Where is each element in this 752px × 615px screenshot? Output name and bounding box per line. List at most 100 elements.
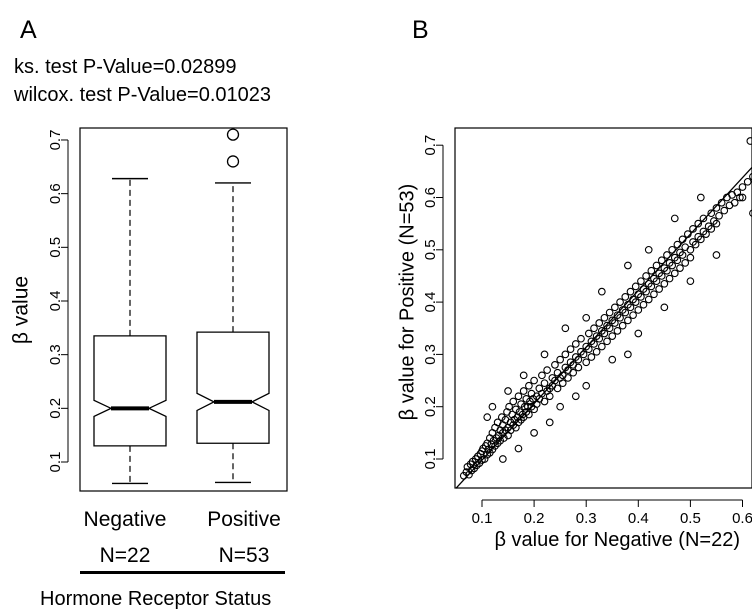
x-tick-label: 0.5 [680, 510, 701, 527]
scatter-point [603, 337, 611, 346]
scatter-point [545, 418, 554, 427]
scatter-point [595, 319, 604, 327]
scatter-point [702, 230, 710, 238]
scatter-point [491, 442, 499, 450]
scatter-point [530, 429, 538, 437]
scatter-point [650, 274, 658, 283]
scatter-point [590, 340, 598, 348]
scatter-point [545, 384, 554, 393]
scatter-point [624, 300, 632, 309]
outlier-point [226, 155, 240, 168]
scatter-point [603, 321, 611, 330]
y-tick-label: 0.7 [422, 135, 439, 156]
scatter-point [644, 295, 653, 304]
scatter-point [717, 198, 726, 207]
scatter-point [704, 222, 713, 231]
x-axis-title: β value for Negative (N=22) [494, 529, 740, 551]
scatter-point [571, 353, 580, 361]
wilcox-test-annotation: wilcox. test P-Value=0.01023 [14, 84, 272, 106]
scatter-point [715, 211, 723, 220]
scatter-point [523, 402, 532, 411]
scatter-point [574, 355, 583, 364]
x-tick-label: 0.2 [524, 510, 545, 527]
scatter-point [749, 172, 752, 181]
scatter-point [517, 415, 525, 424]
scatter-point [647, 266, 656, 275]
scatter-point [634, 306, 643, 314]
scatter-point [587, 337, 596, 346]
scatter-point [556, 355, 565, 364]
scatter-point [553, 384, 562, 393]
scatter-point [689, 238, 697, 246]
scatter-point [650, 290, 658, 299]
scatter-point [582, 381, 591, 390]
scatter-point [694, 232, 703, 241]
scatter-point [548, 374, 557, 382]
x-axis-title: Hormone Receptor Status [40, 588, 272, 610]
scatter-point [605, 308, 614, 317]
scatter-point [595, 334, 604, 343]
scatter-point [676, 248, 684, 257]
scatter-point [480, 455, 489, 463]
category-label-negative: Negative [83, 508, 167, 531]
scatter-point [746, 137, 752, 145]
scatter-point [582, 358, 591, 367]
y-axis-title: β value for Positive (N=53) [396, 184, 418, 421]
scatter-point [498, 455, 507, 463]
scatter-point [670, 269, 679, 278]
scatter-point [665, 259, 674, 267]
scatter-point [530, 376, 538, 385]
x-tick-label: 0.1 [472, 510, 493, 527]
scatter-point [584, 345, 593, 354]
scatter-point [556, 402, 565, 411]
box-positive [196, 331, 270, 444]
scatter-point [571, 340, 580, 348]
y-tick-label: 0.7 [47, 130, 64, 151]
scatter-point [720, 206, 729, 215]
scatter-point [652, 277, 661, 286]
scatter-point [545, 392, 554, 401]
scatter-point [631, 298, 640, 306]
scatter-point [540, 350, 549, 359]
category-label-positive: Positive [207, 508, 281, 531]
scatter-point [597, 287, 606, 296]
scatter-point [564, 374, 572, 382]
scatter-point [696, 235, 705, 244]
scatter-point [600, 329, 609, 338]
y-tick-label: 0.4 [422, 292, 439, 313]
scatter-point [738, 183, 747, 191]
y-tick-label: 0.3 [47, 344, 64, 365]
scatter-point [514, 418, 523, 427]
scatter-point [626, 303, 635, 312]
scatter-point [694, 219, 703, 228]
scatter-point [642, 272, 650, 280]
scatter-point [618, 321, 627, 330]
scatter-point [707, 209, 716, 218]
scatter-point [634, 290, 643, 299]
scatter-point [637, 277, 645, 286]
scatter-point [543, 366, 551, 374]
scatter-point [676, 264, 684, 272]
scatter-point [611, 319, 619, 327]
scatter-point [660, 279, 669, 288]
scatter-point [696, 193, 705, 202]
ks-test-annotation: ks. test P-Value=0.02899 [14, 56, 237, 78]
scatter-point [665, 274, 674, 283]
scatter-point [743, 177, 752, 186]
scatter-point [657, 272, 666, 280]
scatter-point [655, 285, 663, 293]
y-tick-label: 0.6 [422, 187, 439, 208]
y-tick-label: 0.1 [47, 452, 64, 473]
scatter-point [616, 313, 624, 322]
scatter-point [642, 287, 650, 296]
scatter-point [551, 361, 559, 369]
scatter-point [621, 308, 630, 317]
scatter-point [629, 311, 637, 320]
scatter-point [611, 303, 619, 312]
scatter-point [479, 444, 487, 453]
scatter-point [616, 298, 624, 306]
y-tick-label: 0.3 [422, 344, 439, 365]
scatter-point [644, 279, 653, 288]
scatter-point [663, 251, 671, 259]
scatter-point [577, 347, 585, 356]
